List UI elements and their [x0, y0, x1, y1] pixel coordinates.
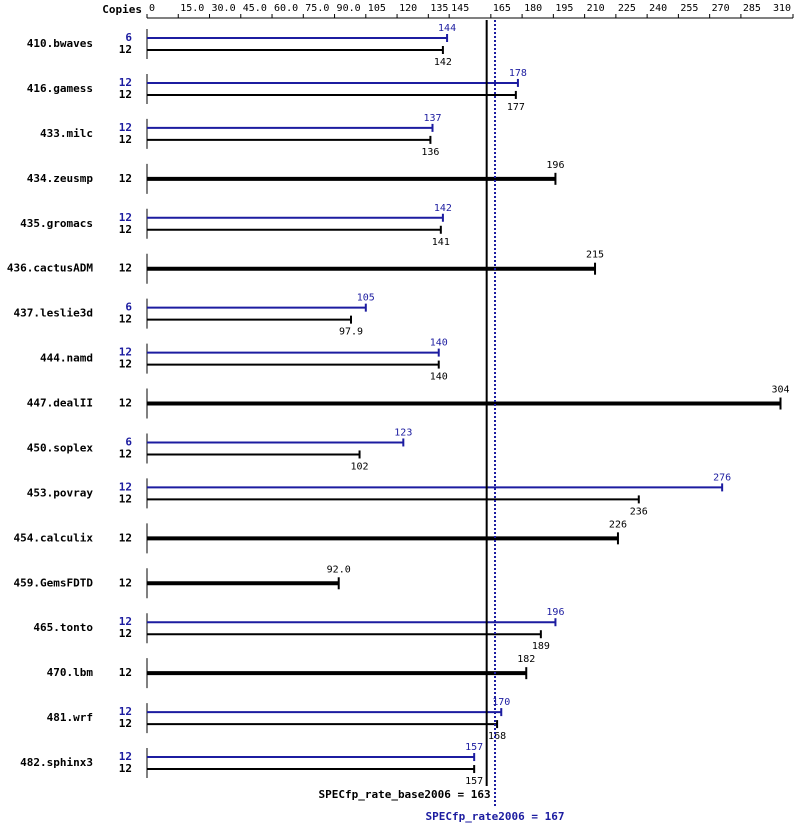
benchmark-label: 447.dealII	[27, 397, 93, 410]
x-tick-label: 120	[399, 3, 417, 14]
base-value-label: 196	[546, 160, 564, 171]
benchmark-label: 410.bwaves	[27, 37, 93, 50]
base-copies: 12	[119, 223, 132, 236]
benchmark-label: 481.wrf	[47, 711, 93, 724]
benchmark-label: 444.namd	[40, 352, 93, 365]
x-tick-label: 285	[743, 3, 761, 14]
base-copies: 12	[119, 358, 132, 371]
x-tick-label: 195	[555, 3, 573, 14]
peak-value-label: 123	[394, 427, 412, 438]
peak-value-label: 157	[465, 742, 483, 753]
base-value-label: 236	[630, 506, 648, 517]
benchmark-label: 450.soplex	[27, 441, 94, 454]
peak-copies: 6	[125, 435, 132, 448]
base-copies: 12	[119, 313, 132, 326]
peak-value-label: 276	[713, 472, 731, 483]
base-value-label: 97.9	[339, 327, 363, 338]
x-tick-label: 15.0	[180, 3, 204, 14]
benchmark-label: 470.lbm	[47, 666, 94, 679]
base-copies: 12	[119, 43, 132, 56]
x-tick-label: 225	[618, 3, 636, 14]
copies-header: Copies	[102, 3, 142, 16]
benchmark-label: 434.zeusmp	[27, 172, 94, 185]
peak-copies: 12	[119, 121, 132, 134]
benchmark-label: 433.milc	[40, 127, 93, 140]
peak-value-label: 137	[423, 113, 441, 124]
x-tick-label: 240	[649, 3, 667, 14]
peak-copies: 12	[119, 480, 132, 493]
base-copies: 12	[119, 762, 132, 775]
benchmark-label: 435.gromacs	[20, 217, 93, 230]
base-value-label: 136	[421, 147, 439, 158]
base-value-label: 141	[432, 237, 450, 248]
x-tick-label: 165	[493, 3, 511, 14]
peak-copies: 12	[119, 705, 132, 718]
base-copies: 12	[119, 627, 132, 640]
base-copies: 12	[119, 133, 132, 146]
base-value-label: 157	[465, 776, 483, 787]
x-tick-label: 145	[451, 3, 469, 14]
base-copies: 12	[119, 531, 132, 544]
x-tick-label: 210	[587, 3, 605, 14]
peak-value-label: 178	[509, 68, 527, 79]
x-tick-label: 0	[149, 3, 155, 14]
base-value-label: 189	[532, 641, 550, 652]
peak-value-label: 142	[434, 203, 452, 214]
base-value-label: 102	[351, 461, 369, 472]
x-tick-label: 60.0	[274, 3, 298, 14]
base-value-label: 168	[488, 731, 506, 742]
peak-copies: 12	[119, 615, 132, 628]
base-copies: 12	[119, 447, 132, 460]
benchmark-label: 465.tonto	[33, 621, 93, 634]
x-tick-label: 30.0	[212, 3, 236, 14]
x-tick-label: 270	[712, 3, 730, 14]
base-copies: 12	[119, 576, 132, 589]
base-value-label: 177	[507, 102, 525, 113]
peak-value-label: 140	[430, 338, 448, 349]
peak-copies: 12	[119, 346, 132, 359]
base-value-label: 142	[434, 57, 452, 68]
peak-value-label: 196	[546, 607, 564, 618]
peak-value-label: 105	[357, 293, 375, 304]
base-value-label: 226	[609, 519, 627, 530]
benchmark-label: 459.GemsFDTD	[14, 576, 94, 589]
x-tick-label: 105	[368, 3, 386, 14]
base-value-label: 215	[586, 250, 604, 261]
x-tick-label: 135	[430, 3, 448, 14]
base-summary-label: SPECfp_rate_base2006 = 163	[318, 788, 490, 801]
peak-value-label: 170	[492, 697, 510, 708]
x-tick-label: 75.0	[305, 3, 329, 14]
base-value-label: 92.0	[327, 564, 351, 575]
base-value-label: 304	[771, 385, 789, 396]
x-tick-label: 180	[524, 3, 542, 14]
base-copies: 12	[119, 88, 132, 101]
x-tick-label: 310	[773, 3, 791, 14]
peak-copies: 6	[125, 301, 132, 314]
peak-copies: 6	[125, 31, 132, 44]
base-value-label: 140	[430, 372, 448, 383]
peak-copies: 12	[119, 76, 132, 89]
base-value-label: 182	[517, 654, 535, 665]
x-tick-label: 255	[680, 3, 698, 14]
base-copies: 12	[119, 492, 132, 505]
benchmark-label: 454.calculix	[14, 531, 94, 544]
benchmark-label: 482.sphinx3	[20, 756, 93, 769]
peak-summary-label: SPECfp_rate2006 = 167	[425, 810, 564, 823]
base-copies: 12	[119, 172, 132, 185]
benchmark-label: 416.gamess	[27, 82, 93, 95]
base-copies: 12	[119, 666, 132, 679]
benchmark-label: 436.cactusADM	[7, 262, 93, 275]
benchmark-label: 453.povray	[27, 486, 94, 499]
benchmark-label: 437.leslie3d	[14, 307, 93, 320]
x-tick-label: 90.0	[337, 3, 361, 14]
peak-copies: 12	[119, 750, 132, 763]
base-copies: 12	[119, 262, 132, 275]
base-copies: 12	[119, 397, 132, 410]
peak-value-label: 144	[438, 23, 456, 34]
peak-copies: 12	[119, 211, 132, 224]
x-tick-label: 45.0	[243, 3, 267, 14]
base-copies: 12	[119, 717, 132, 730]
